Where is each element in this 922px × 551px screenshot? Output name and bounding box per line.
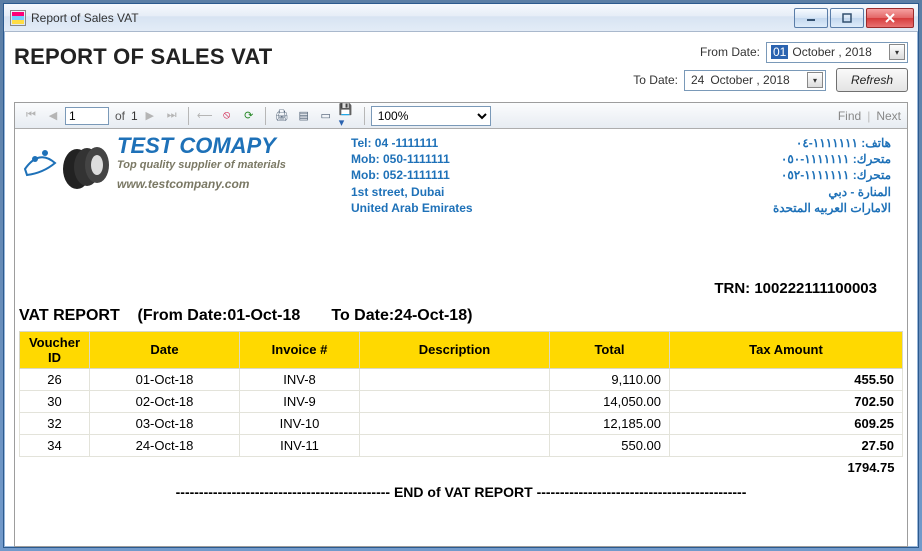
close-button[interactable] — [866, 8, 914, 28]
col-voucher: Voucher ID — [20, 331, 90, 368]
report-title: VAT REPORT (From Date:01-Oct-18 To Date:… — [15, 303, 907, 331]
viewer-toolbar: ⏮ ◀ of 1 ▶ ⏭ ⟵ ⦸ ⟳ 🖨 ▤ ▭ 💾▾ 100% — [15, 103, 907, 129]
company-tagline: Top quality supplier of materials — [117, 159, 286, 171]
minimize-button[interactable] — [794, 8, 828, 28]
from-date-day: 01 — [771, 45, 788, 59]
prev-page-icon[interactable]: ◀ — [43, 106, 63, 126]
last-page-icon[interactable]: ⏭ — [162, 106, 182, 126]
table-row: 3002-Oct-18INV-914,050.00702.50 — [20, 390, 903, 412]
page-number-input[interactable] — [65, 107, 109, 125]
to-date-rest: October , 2018 — [710, 73, 807, 87]
calendar-icon[interactable]: ▾ — [889, 44, 905, 60]
col-total: Total — [550, 331, 670, 368]
contact-en: Tel: 04 -1111111 Mob: 050-1111111 Mob: 0… — [351, 135, 541, 216]
table-row: 2601-Oct-18INV-89,110.00455.50 — [20, 368, 903, 390]
app-icon — [10, 10, 26, 26]
contact-ar: هاتف: ١١١١١١١-٠٤ متحرك: ١١١١١١١-٠٥٠ متحر… — [707, 135, 897, 216]
report-viewer: ⏮ ◀ of 1 ▶ ⏭ ⟵ ⦸ ⟳ 🖨 ▤ ▭ 💾▾ 100% — [14, 102, 908, 547]
col-desc: Description — [360, 331, 550, 368]
page-setup-icon[interactable]: ▭ — [316, 106, 336, 126]
vat-table: Voucher ID Date Invoice # Description To… — [19, 331, 903, 479]
company-logo — [21, 135, 111, 193]
end-of-report: ----------------------------------------… — [15, 478, 907, 500]
total-row: 1794.75 — [20, 456, 903, 478]
export-icon[interactable]: 💾▾ — [338, 106, 358, 126]
next-page-icon[interactable]: ▶ — [140, 106, 160, 126]
zoom-select[interactable]: 100% — [371, 106, 491, 126]
letterhead: TEST COMAPY Top quality supplier of mate… — [15, 129, 907, 220]
company-name: TEST COMAPY — [117, 135, 286, 157]
first-page-icon[interactable]: ⏮ — [21, 106, 41, 126]
company-website: www.testcompany.com — [117, 177, 286, 191]
layout-icon[interactable]: ▤ — [294, 106, 314, 126]
trn-number: TRN: 100222111100003 — [15, 220, 907, 303]
window-title: Report of Sales VAT — [31, 11, 792, 25]
from-date-picker[interactable]: 01 October , 2018 ▾ — [766, 42, 908, 63]
next-link[interactable]: Next — [876, 109, 901, 123]
to-date-picker[interactable]: 24 October , 2018 ▾ — [684, 70, 826, 91]
stop-icon[interactable]: ⦸ — [217, 106, 237, 126]
col-invoice: Invoice # — [240, 331, 360, 368]
find-link[interactable]: Find — [838, 109, 861, 123]
refresh-icon[interactable]: ⟳ — [239, 106, 259, 126]
from-date-rest: October , 2018 — [792, 45, 889, 59]
of-label: of — [115, 109, 125, 123]
to-date-label: To Date: — [633, 73, 678, 87]
refresh-button[interactable]: Refresh — [836, 68, 908, 92]
to-date-day: 24 — [689, 73, 706, 87]
page-count: 1 — [131, 109, 138, 123]
col-tax: Tax Amount — [670, 331, 903, 368]
titlebar: Report of Sales VAT — [4, 4, 918, 32]
from-date-label: From Date: — [700, 45, 760, 59]
table-row: 3203-Oct-18INV-1012,185.00609.25 — [20, 412, 903, 434]
table-row: 3424-Oct-18INV-11550.0027.50 — [20, 434, 903, 456]
print-icon[interactable]: 🖨 — [272, 106, 292, 126]
page-title: REPORT OF SALES VAT — [14, 40, 272, 70]
calendar-icon[interactable]: ▾ — [807, 72, 823, 88]
table-header-row: Voucher ID Date Invoice # Description To… — [20, 331, 903, 368]
maximize-button[interactable] — [830, 8, 864, 28]
back-icon[interactable]: ⟵ — [195, 106, 215, 126]
report-body: TEST COMAPY Top quality supplier of mate… — [15, 129, 907, 546]
app-window: Report of Sales VAT REPORT OF SALES VAT … — [3, 3, 919, 548]
col-date: Date — [90, 331, 240, 368]
